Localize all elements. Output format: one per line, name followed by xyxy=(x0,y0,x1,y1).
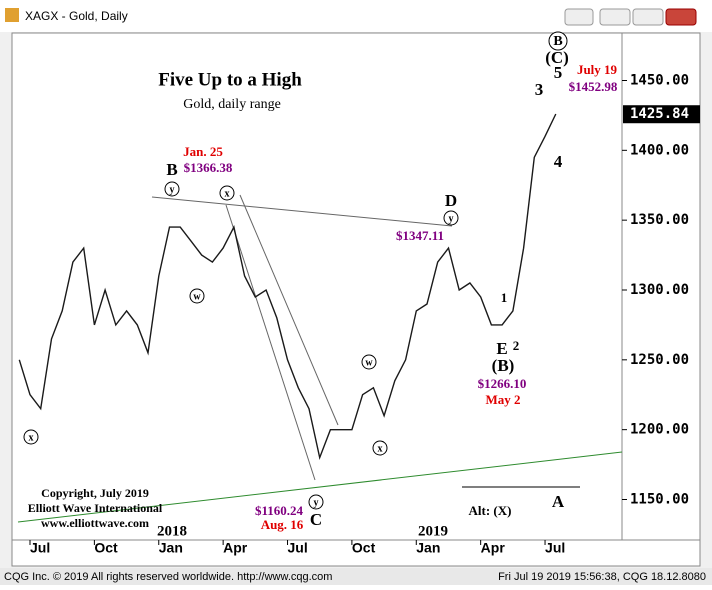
close-button[interactable] xyxy=(665,8,697,26)
annotation: E xyxy=(496,339,507,358)
annotation: y xyxy=(170,184,175,195)
y-tick-label: 1450.00 xyxy=(630,72,689,88)
annotation: May 2 xyxy=(485,392,520,407)
chart-area xyxy=(11,32,701,567)
annotation: y xyxy=(449,213,454,224)
annotation: 1 xyxy=(501,290,508,305)
annotation: Alt: (X) xyxy=(469,503,512,518)
x-tick-label: Oct xyxy=(352,540,376,556)
annotation: Elliott Wave International xyxy=(28,501,163,515)
x-tick-label: Jul xyxy=(288,540,308,556)
last-price-box xyxy=(623,105,700,124)
wave-circle xyxy=(372,440,388,456)
annotation: Copyright, July 2019 xyxy=(41,486,149,500)
price-line xyxy=(18,113,557,461)
annotation: 4 xyxy=(554,152,563,171)
x-tick-label: Jul xyxy=(545,540,565,556)
annotation: Jan. 25 xyxy=(183,144,223,159)
wave-circle xyxy=(443,210,459,226)
annotation: 5 xyxy=(554,63,563,82)
annotation: www.elliottwave.com xyxy=(41,516,149,530)
x-tick-label: Oct xyxy=(94,540,118,556)
wave-circle xyxy=(219,185,235,201)
minimize-button[interactable] xyxy=(599,8,631,26)
footer-left: CQG Inc. © 2019 All rights reserved worl… xyxy=(4,571,332,583)
wave-circle xyxy=(189,288,205,304)
annotation: $1266.10 xyxy=(478,376,527,391)
annotation: w xyxy=(365,357,373,368)
app-icon xyxy=(5,8,19,22)
annotation: D xyxy=(445,191,457,210)
footer-right: Fri Jul 19 2019 15:56:38, CQG 18.12.8080 xyxy=(498,571,706,583)
last-price-label: 1425.84 xyxy=(630,106,689,122)
x-tick-label: Jan xyxy=(159,540,183,556)
wave-circle xyxy=(308,494,324,510)
annotation: 3 xyxy=(535,80,544,99)
annotation: C xyxy=(310,510,322,529)
annotation: x xyxy=(225,188,230,199)
year-label: 2018 xyxy=(157,523,187,539)
chart-subtitle: Gold, daily range xyxy=(183,97,281,112)
y-tick-label: 1350.00 xyxy=(630,212,689,228)
annotation: $1347.11 xyxy=(396,228,444,243)
annotation: y xyxy=(314,497,319,508)
x-tick-label: Apr xyxy=(223,540,248,556)
channel-line xyxy=(239,194,339,426)
annotation: 2 xyxy=(513,338,520,353)
annotation: Aug. 16 xyxy=(261,517,304,532)
annotation: (C) xyxy=(545,48,569,67)
y-tick-label: 1400.00 xyxy=(630,142,689,158)
channel-line xyxy=(225,204,316,481)
window-title: XAGX - Gold, Daily xyxy=(25,9,128,23)
annotation: x xyxy=(29,432,34,443)
maximize-button[interactable] xyxy=(632,8,664,26)
wave-circle xyxy=(23,429,39,445)
link-button[interactable] xyxy=(564,8,594,26)
annotation: A xyxy=(552,492,565,511)
wave-circle xyxy=(164,181,180,197)
annotation: x xyxy=(378,443,383,454)
annotation: B xyxy=(553,34,562,49)
x-tick-label: Apr xyxy=(481,540,506,556)
annotation: July 19 xyxy=(577,62,618,77)
y-tick-label: 1300.00 xyxy=(630,282,689,298)
chart-title: Five Up to a High xyxy=(158,69,302,90)
trend-line xyxy=(151,196,453,227)
x-tick-label: Jan xyxy=(416,540,440,556)
support-line xyxy=(17,451,623,523)
y-tick-label: 1200.00 xyxy=(630,422,689,438)
annotation: B xyxy=(166,160,177,179)
wave-circle xyxy=(361,354,377,370)
annotation: $1160.24 xyxy=(255,503,304,518)
y-tick-label: 1250.00 xyxy=(630,352,689,368)
annotation: w xyxy=(193,291,201,302)
wave-circle xyxy=(548,31,568,51)
x-tick-label: Jul xyxy=(30,540,50,556)
annotation: $1452.98 xyxy=(569,79,618,94)
y-tick-label: 1150.00 xyxy=(630,491,689,507)
annotation: $1366.38 xyxy=(184,160,233,175)
status-bar xyxy=(0,568,712,585)
annotation: (B) xyxy=(492,356,515,375)
year-label: 2019 xyxy=(418,523,448,539)
